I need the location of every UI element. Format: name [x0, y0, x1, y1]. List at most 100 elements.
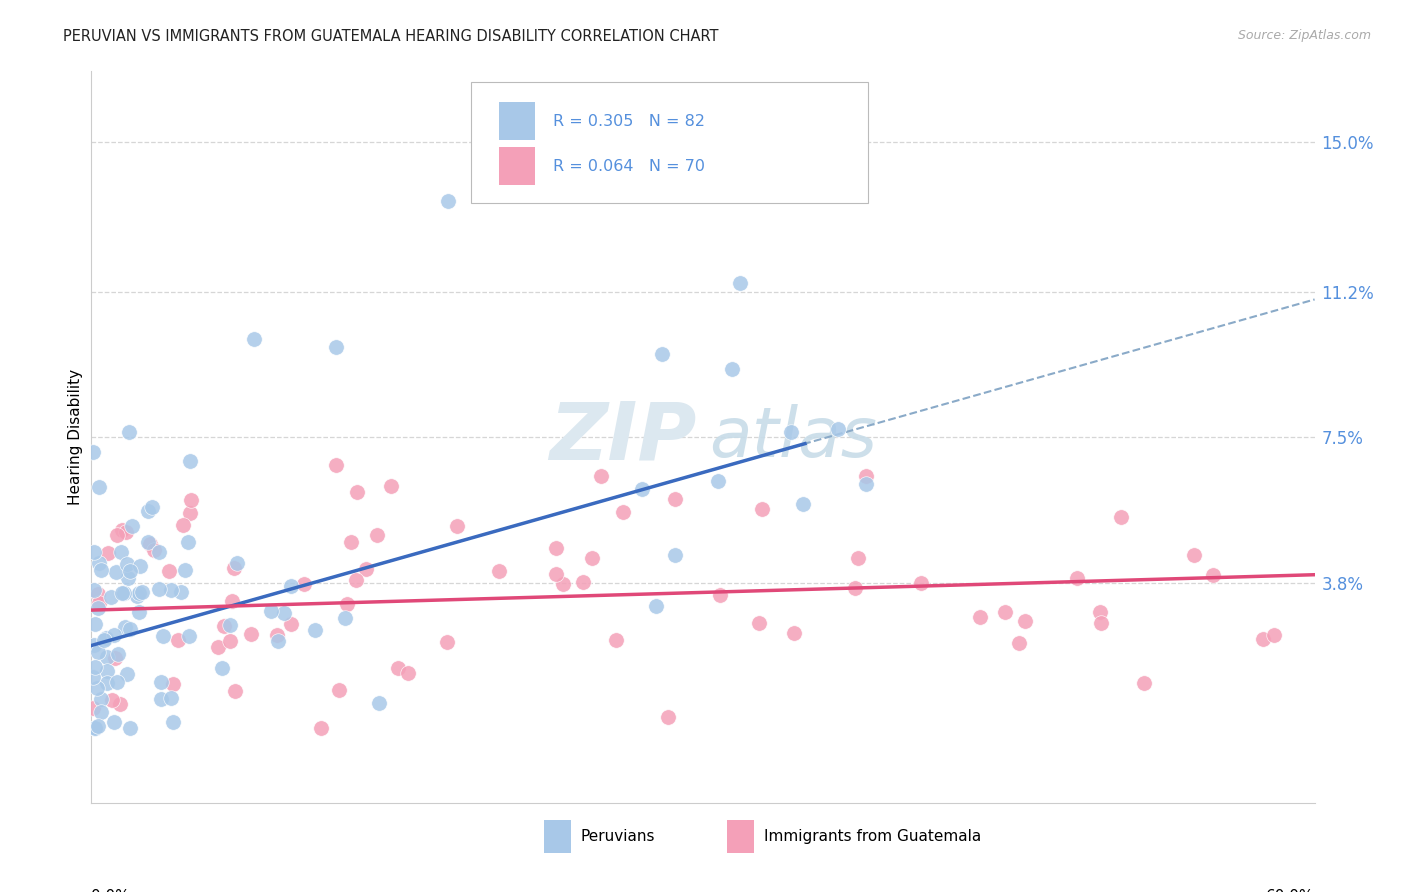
- Point: [488, 564, 510, 578]
- Point: [104, 651, 127, 665]
- Point: [174, 563, 197, 577]
- Point: [240, 627, 263, 641]
- Point: [855, 477, 877, 491]
- Point: [994, 605, 1017, 619]
- Point: [83, 721, 105, 735]
- Point: [160, 582, 183, 597]
- Point: [83, 617, 105, 632]
- Point: [103, 714, 125, 729]
- Point: [1007, 636, 1029, 650]
- Point: [546, 566, 568, 581]
- Point: [267, 633, 290, 648]
- Point: [436, 634, 458, 648]
- Point: [121, 519, 143, 533]
- Point: [380, 479, 402, 493]
- Point: [83, 638, 105, 652]
- Point: [266, 628, 288, 642]
- Point: [118, 622, 141, 636]
- Point: [89, 556, 111, 570]
- Point: [368, 696, 391, 710]
- Point: [180, 492, 202, 507]
- Point: [260, 604, 283, 618]
- Point: [117, 666, 139, 681]
- Point: [544, 541, 567, 555]
- Point: [136, 504, 159, 518]
- Point: [162, 677, 184, 691]
- Point: [437, 194, 460, 208]
- Point: [855, 469, 877, 483]
- Point: [84, 659, 107, 673]
- Point: [115, 558, 138, 572]
- Point: [224, 684, 246, 698]
- Point: [111, 524, 134, 538]
- Point: [87, 645, 110, 659]
- Point: [571, 575, 593, 590]
- Point: [107, 647, 129, 661]
- Point: [86, 601, 108, 615]
- Point: [328, 683, 350, 698]
- Point: [87, 480, 110, 494]
- Point: [117, 571, 139, 585]
- Text: Source: ZipAtlas.com: Source: ZipAtlas.com: [1237, 29, 1371, 42]
- Point: [149, 675, 172, 690]
- Point: [157, 564, 180, 578]
- Point: [709, 588, 731, 602]
- Point: [101, 693, 124, 707]
- Point: [591, 469, 613, 483]
- Point: [1088, 605, 1111, 619]
- Point: [83, 721, 105, 735]
- Point: [707, 474, 730, 488]
- Point: [309, 721, 332, 735]
- Point: [292, 577, 315, 591]
- Point: [112, 586, 135, 600]
- Point: [243, 332, 266, 346]
- Point: [751, 501, 773, 516]
- Point: [273, 607, 295, 621]
- Point: [1263, 628, 1285, 642]
- Point: [551, 577, 574, 591]
- Point: [125, 589, 148, 603]
- Point: [354, 562, 377, 576]
- Point: [325, 458, 347, 472]
- Point: [1132, 676, 1154, 690]
- Point: [177, 535, 200, 549]
- Point: [225, 557, 247, 571]
- Point: [141, 500, 163, 514]
- Point: [651, 347, 673, 361]
- Point: [82, 700, 104, 714]
- Point: [336, 597, 359, 611]
- Point: [152, 629, 174, 643]
- Point: [221, 594, 243, 608]
- Text: Immigrants from Guatemala: Immigrants from Guatemala: [765, 829, 981, 844]
- Point: [128, 605, 150, 619]
- Point: [846, 551, 869, 566]
- Point: [346, 484, 368, 499]
- Point: [844, 581, 866, 595]
- Text: R = 0.064   N = 70: R = 0.064 N = 70: [553, 159, 704, 174]
- Point: [612, 505, 634, 519]
- Point: [148, 544, 170, 558]
- Point: [1090, 615, 1112, 630]
- FancyBboxPatch shape: [471, 82, 868, 203]
- Point: [114, 620, 136, 634]
- Point: [387, 661, 409, 675]
- Point: [128, 558, 150, 573]
- Point: [139, 536, 162, 550]
- FancyBboxPatch shape: [499, 102, 536, 140]
- Point: [631, 483, 654, 497]
- Point: [396, 665, 419, 680]
- Point: [105, 528, 128, 542]
- Point: [83, 582, 105, 597]
- Point: [172, 517, 194, 532]
- Point: [179, 454, 201, 468]
- Point: [83, 544, 105, 558]
- Point: [114, 524, 136, 539]
- Point: [96, 631, 118, 645]
- Point: [87, 596, 110, 610]
- Point: [104, 566, 127, 580]
- Point: [827, 422, 849, 436]
- Point: [87, 719, 110, 733]
- Point: [120, 721, 142, 735]
- Point: [96, 650, 118, 665]
- Point: [720, 362, 742, 376]
